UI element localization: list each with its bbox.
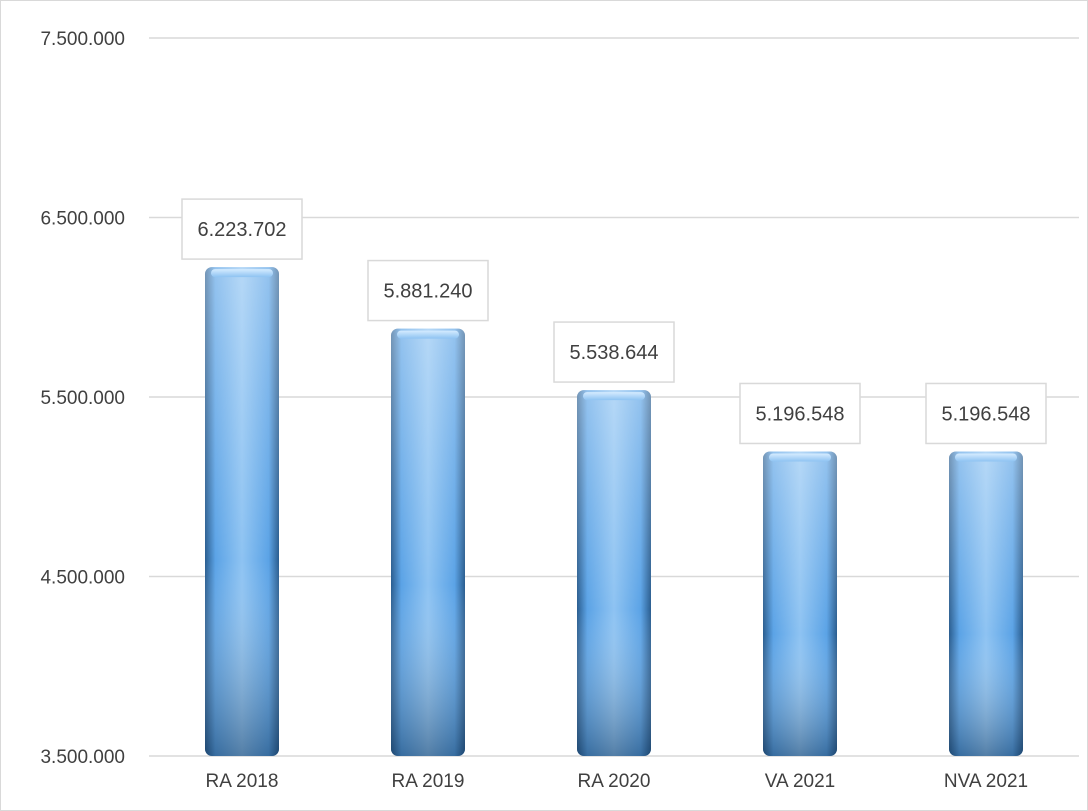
x-category-label: VA 2021 bbox=[765, 771, 835, 792]
data-label: 5.196.548 bbox=[740, 383, 860, 443]
x-category-label: RA 2018 bbox=[206, 771, 279, 792]
y-axis-tick-labels: 3.500.000 4.500.000 5.500.000 6.500.000 7.50… bbox=[40, 29, 125, 768]
bar bbox=[763, 451, 837, 756]
y-tick-label: 3.500.000 bbox=[40, 747, 125, 768]
svg-text:5.196.548: 5.196.548 bbox=[942, 403, 1031, 425]
data-label: 5.538.644 bbox=[554, 322, 674, 382]
x-category-label: NVA 2021 bbox=[944, 771, 1028, 792]
data-label: 6.223.702 bbox=[182, 199, 302, 259]
y-tick-label: 7.500.000 bbox=[40, 29, 125, 50]
data-label: 5.881.240 bbox=[368, 261, 488, 321]
svg-text:6.223.702: 6.223.702 bbox=[198, 219, 287, 241]
x-category-label: RA 2020 bbox=[578, 771, 651, 792]
y-tick-label: 5.500.000 bbox=[40, 388, 125, 409]
y-tick-label: 6.500.000 bbox=[40, 209, 125, 230]
svg-text:5.881.240: 5.881.240 bbox=[384, 281, 473, 303]
bar bbox=[205, 267, 279, 756]
x-category-label: RA 2019 bbox=[392, 771, 465, 792]
svg-text:5.196.548: 5.196.548 bbox=[756, 403, 845, 425]
bar bbox=[577, 390, 651, 756]
data-label: 5.196.548 bbox=[926, 383, 1046, 443]
svg-text:5.538.644: 5.538.644 bbox=[570, 342, 659, 364]
y-tick-label: 4.500.000 bbox=[40, 568, 125, 589]
bar bbox=[949, 451, 1023, 756]
x-axis-category-labels: RA 2018 RA 2019 RA 2020 VA 2021 NVA 2021 bbox=[206, 771, 1029, 792]
bar bbox=[391, 329, 465, 756]
